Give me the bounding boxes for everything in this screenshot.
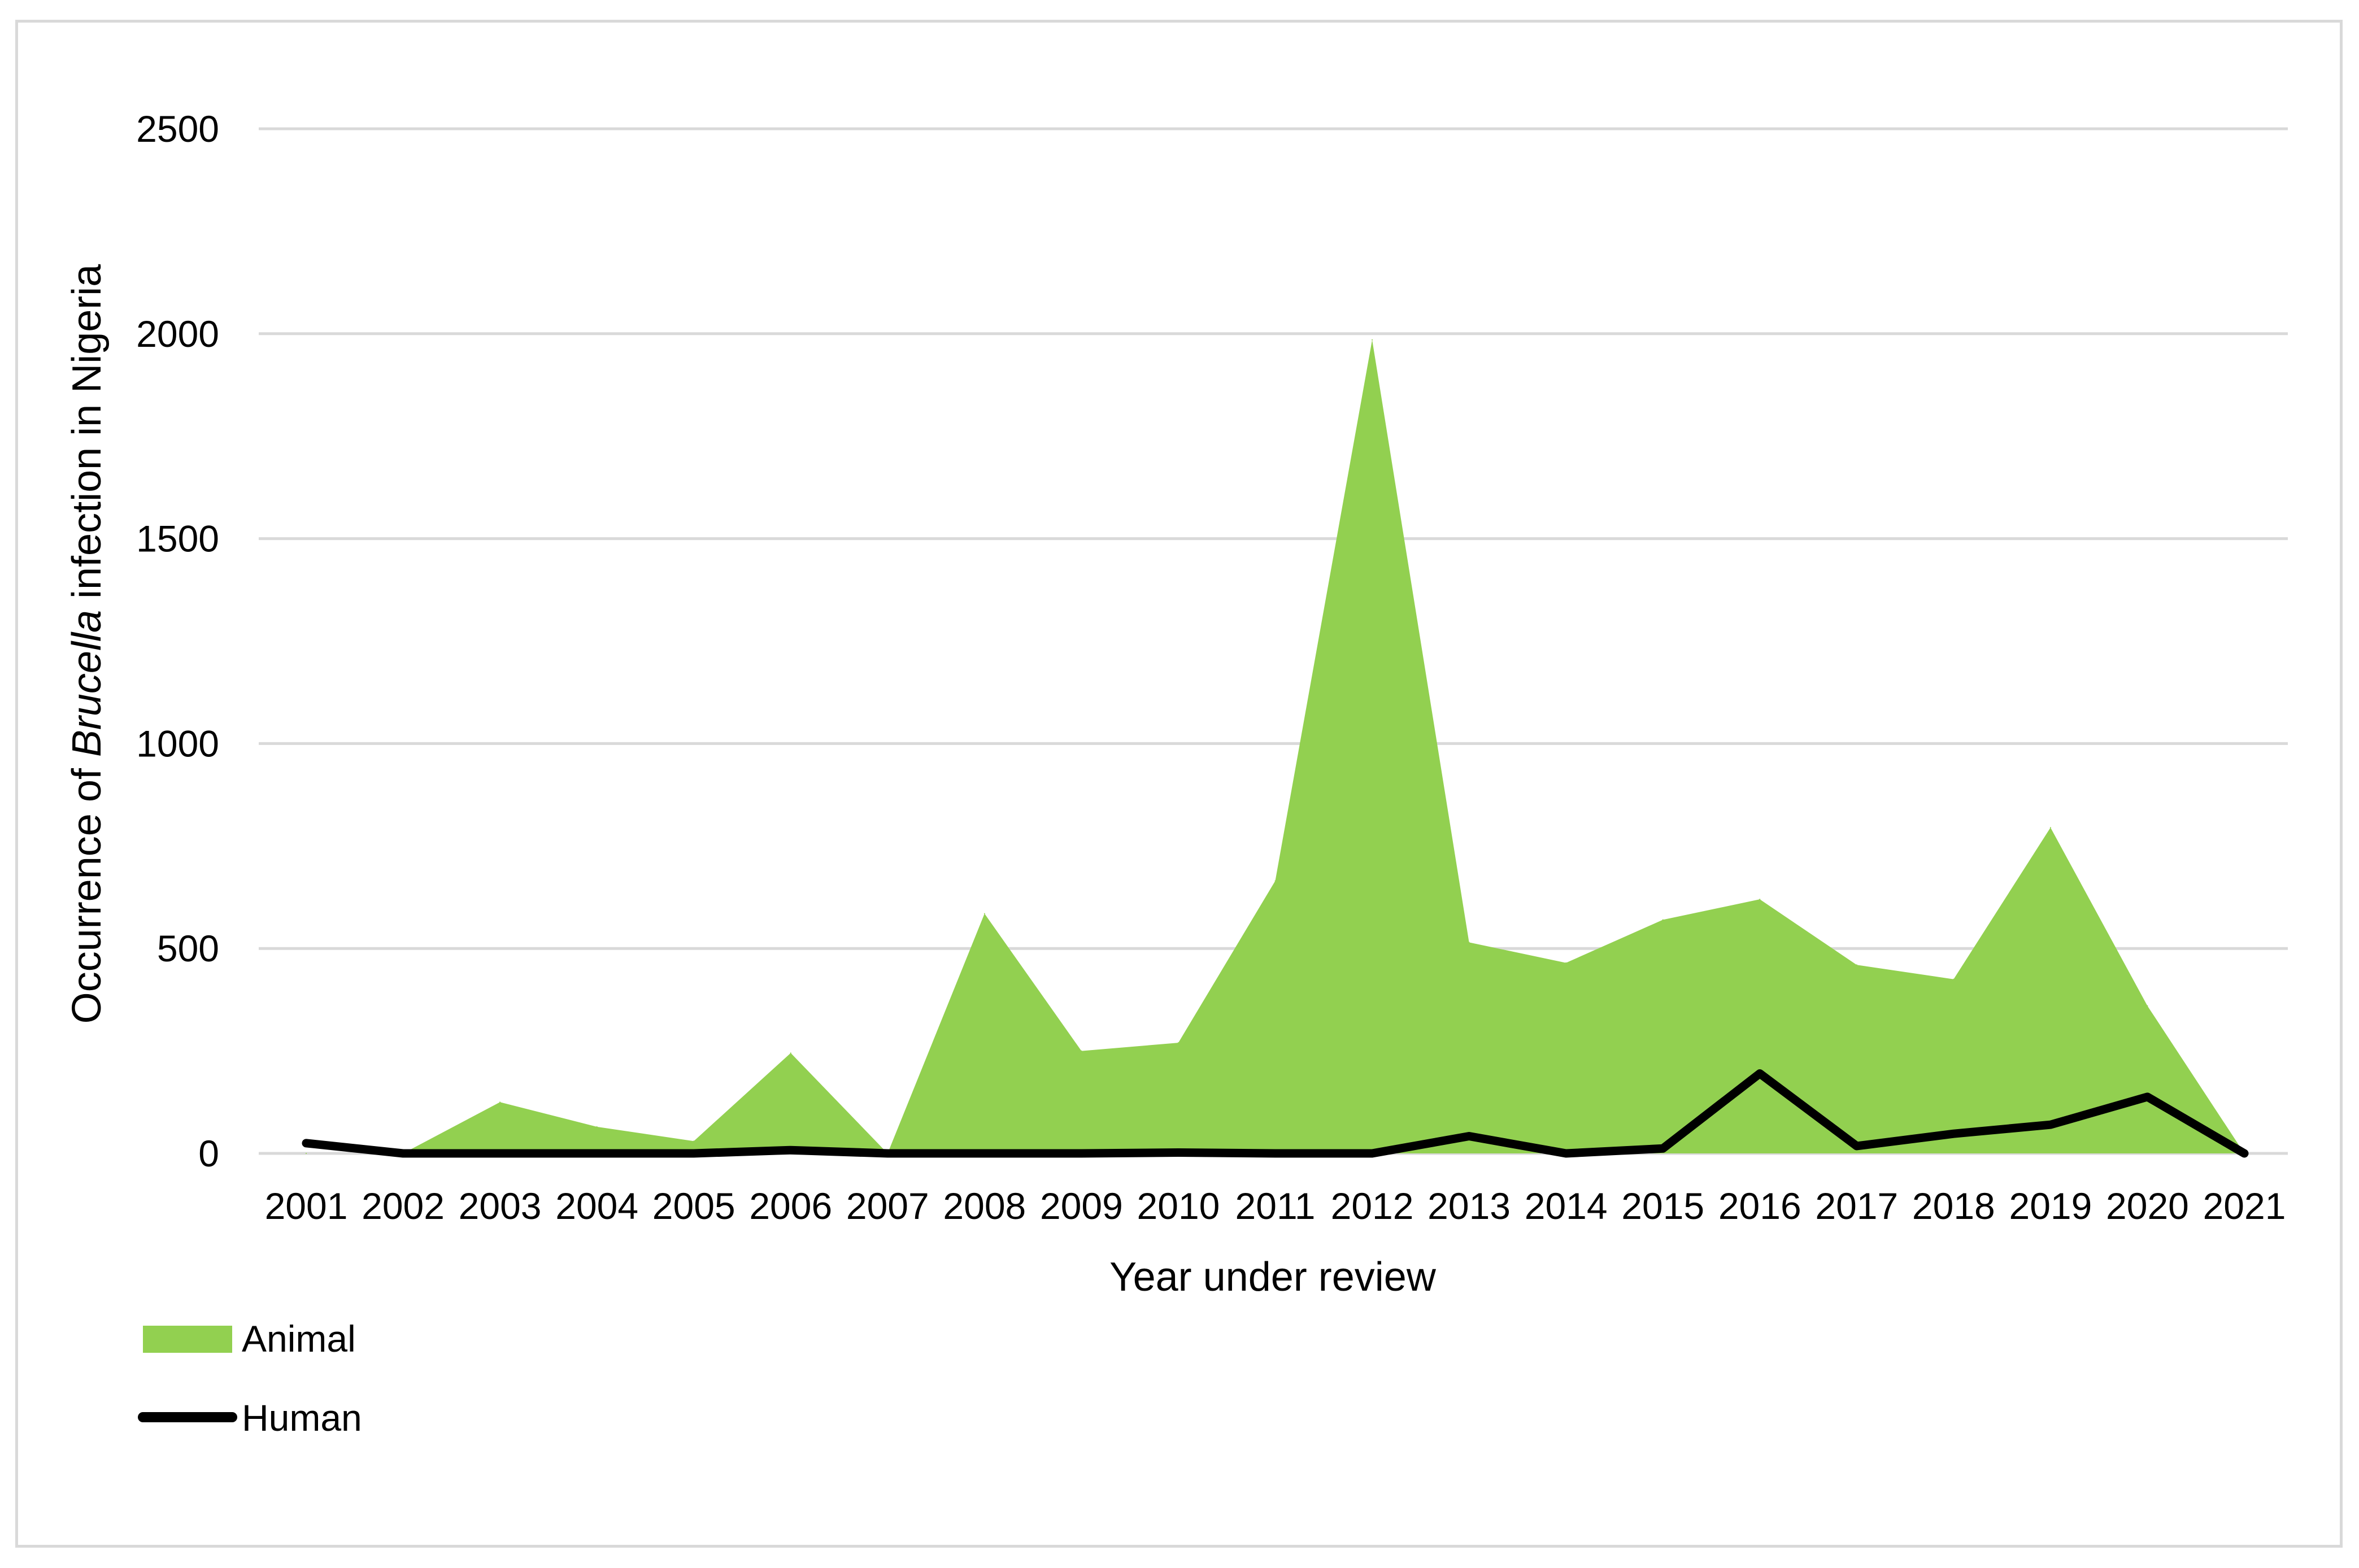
x-tick-label: 2009 — [1040, 1185, 1123, 1227]
y-tick-label: 1000 — [136, 722, 219, 764]
human-point — [2244, 1153, 2245, 1154]
animal-point — [1662, 919, 1664, 921]
animal-point — [1372, 339, 1373, 341]
legend: Animal Human — [138, 1318, 362, 1439]
legend-label-animal: Animal — [242, 1318, 356, 1360]
human-point — [1759, 1073, 1761, 1074]
animal-point — [2049, 827, 2051, 829]
x-tick-label: 2019 — [2009, 1185, 2092, 1227]
animal-point — [1177, 1042, 1179, 1044]
y-tick-label: 500 — [157, 927, 219, 969]
animal-point — [1856, 964, 1857, 966]
x-tick-label: 2007 — [846, 1185, 929, 1227]
x-tick-label: 2017 — [1815, 1185, 1898, 1227]
y-axis-title-part: Occurrence of — [64, 757, 110, 1023]
x-tick-label: 2020 — [2106, 1185, 2189, 1227]
x-tick-label: 2001 — [265, 1185, 348, 1227]
human-point — [1468, 1135, 1470, 1137]
human-point — [596, 1153, 598, 1154]
human-point — [1662, 1148, 1664, 1149]
human-point — [499, 1153, 501, 1154]
y-tick-label: 2000 — [136, 313, 219, 355]
animal-point — [983, 913, 985, 914]
legend-label-human: Human — [242, 1397, 362, 1439]
x-tick-label: 2014 — [1525, 1185, 1608, 1227]
animal-point — [1953, 978, 1955, 980]
legend-item-animal: Animal — [143, 1318, 356, 1360]
y-axis-title: Occurrence of Brucella infection in Nige… — [64, 264, 110, 1024]
human-point — [1372, 1153, 1373, 1154]
x-tick-label: 2008 — [943, 1185, 1026, 1227]
legend-item-human: Human — [138, 1397, 362, 1439]
x-tick-label: 2011 — [1235, 1185, 1316, 1227]
x-axis-ticks: 2001 2002 2003 2004 2005 2006 2007 2008 2009 2010… — [265, 1185, 2286, 1227]
human-point — [1953, 1133, 1955, 1135]
human-point — [1177, 1152, 1179, 1153]
animal-point — [790, 1052, 791, 1054]
chart-frame — [15, 20, 2343, 1548]
plot-area — [302, 339, 2249, 1158]
x-tick-label: 2002 — [362, 1185, 445, 1227]
x-tick-label: 2005 — [652, 1185, 735, 1227]
animal-point — [693, 1140, 695, 1142]
y-axis-title-part: Brucella — [64, 610, 110, 757]
x-axis-title: Year under review — [1109, 1255, 1437, 1300]
human-point — [2147, 1096, 2148, 1097]
animal-point — [306, 1153, 307, 1154]
human-point — [693, 1153, 695, 1154]
animal-point — [596, 1126, 598, 1127]
x-tick-label: 2018 — [1912, 1185, 1995, 1227]
x-tick-label: 2015 — [1621, 1185, 1704, 1227]
animal-point — [1081, 1050, 1082, 1052]
human-point — [1856, 1145, 1857, 1147]
human-point — [887, 1153, 889, 1154]
human-point — [1565, 1153, 1567, 1154]
legend-swatch-animal — [143, 1326, 232, 1353]
x-tick-label: 2010 — [1137, 1185, 1220, 1227]
animal-point — [2147, 1005, 2148, 1007]
animal-point — [1565, 962, 1567, 964]
y-tick-label: 1500 — [136, 518, 219, 560]
y-axis-ticks: 0 500 1000 1500 2000 2500 — [136, 108, 219, 1174]
animal-point — [1759, 899, 1761, 900]
human-point — [2049, 1124, 2051, 1126]
y-axis-title-part: infection in Nigeria — [64, 264, 110, 610]
y-tick-label: 0 — [198, 1133, 219, 1174]
series-animal-area — [306, 339, 2244, 1153]
animal-point — [1468, 942, 1470, 943]
human-point — [790, 1149, 791, 1151]
y-tick-label: 2500 — [136, 108, 219, 150]
human-point — [1081, 1153, 1082, 1154]
human-point — [983, 1153, 985, 1154]
human-point — [402, 1153, 404, 1154]
x-tick-label: 2006 — [749, 1185, 832, 1227]
animal-point — [499, 1101, 501, 1103]
x-tick-label: 2003 — [459, 1185, 542, 1227]
animal-point — [1274, 880, 1276, 882]
x-tick-label: 2012 — [1331, 1185, 1414, 1227]
human-point — [306, 1142, 307, 1144]
x-tick-label: 2016 — [1718, 1185, 1801, 1227]
x-tick-label: 2004 — [555, 1185, 638, 1227]
x-tick-label: 2021 — [2203, 1185, 2286, 1227]
human-point — [1274, 1153, 1276, 1154]
x-tick-label: 2013 — [1427, 1185, 1511, 1227]
